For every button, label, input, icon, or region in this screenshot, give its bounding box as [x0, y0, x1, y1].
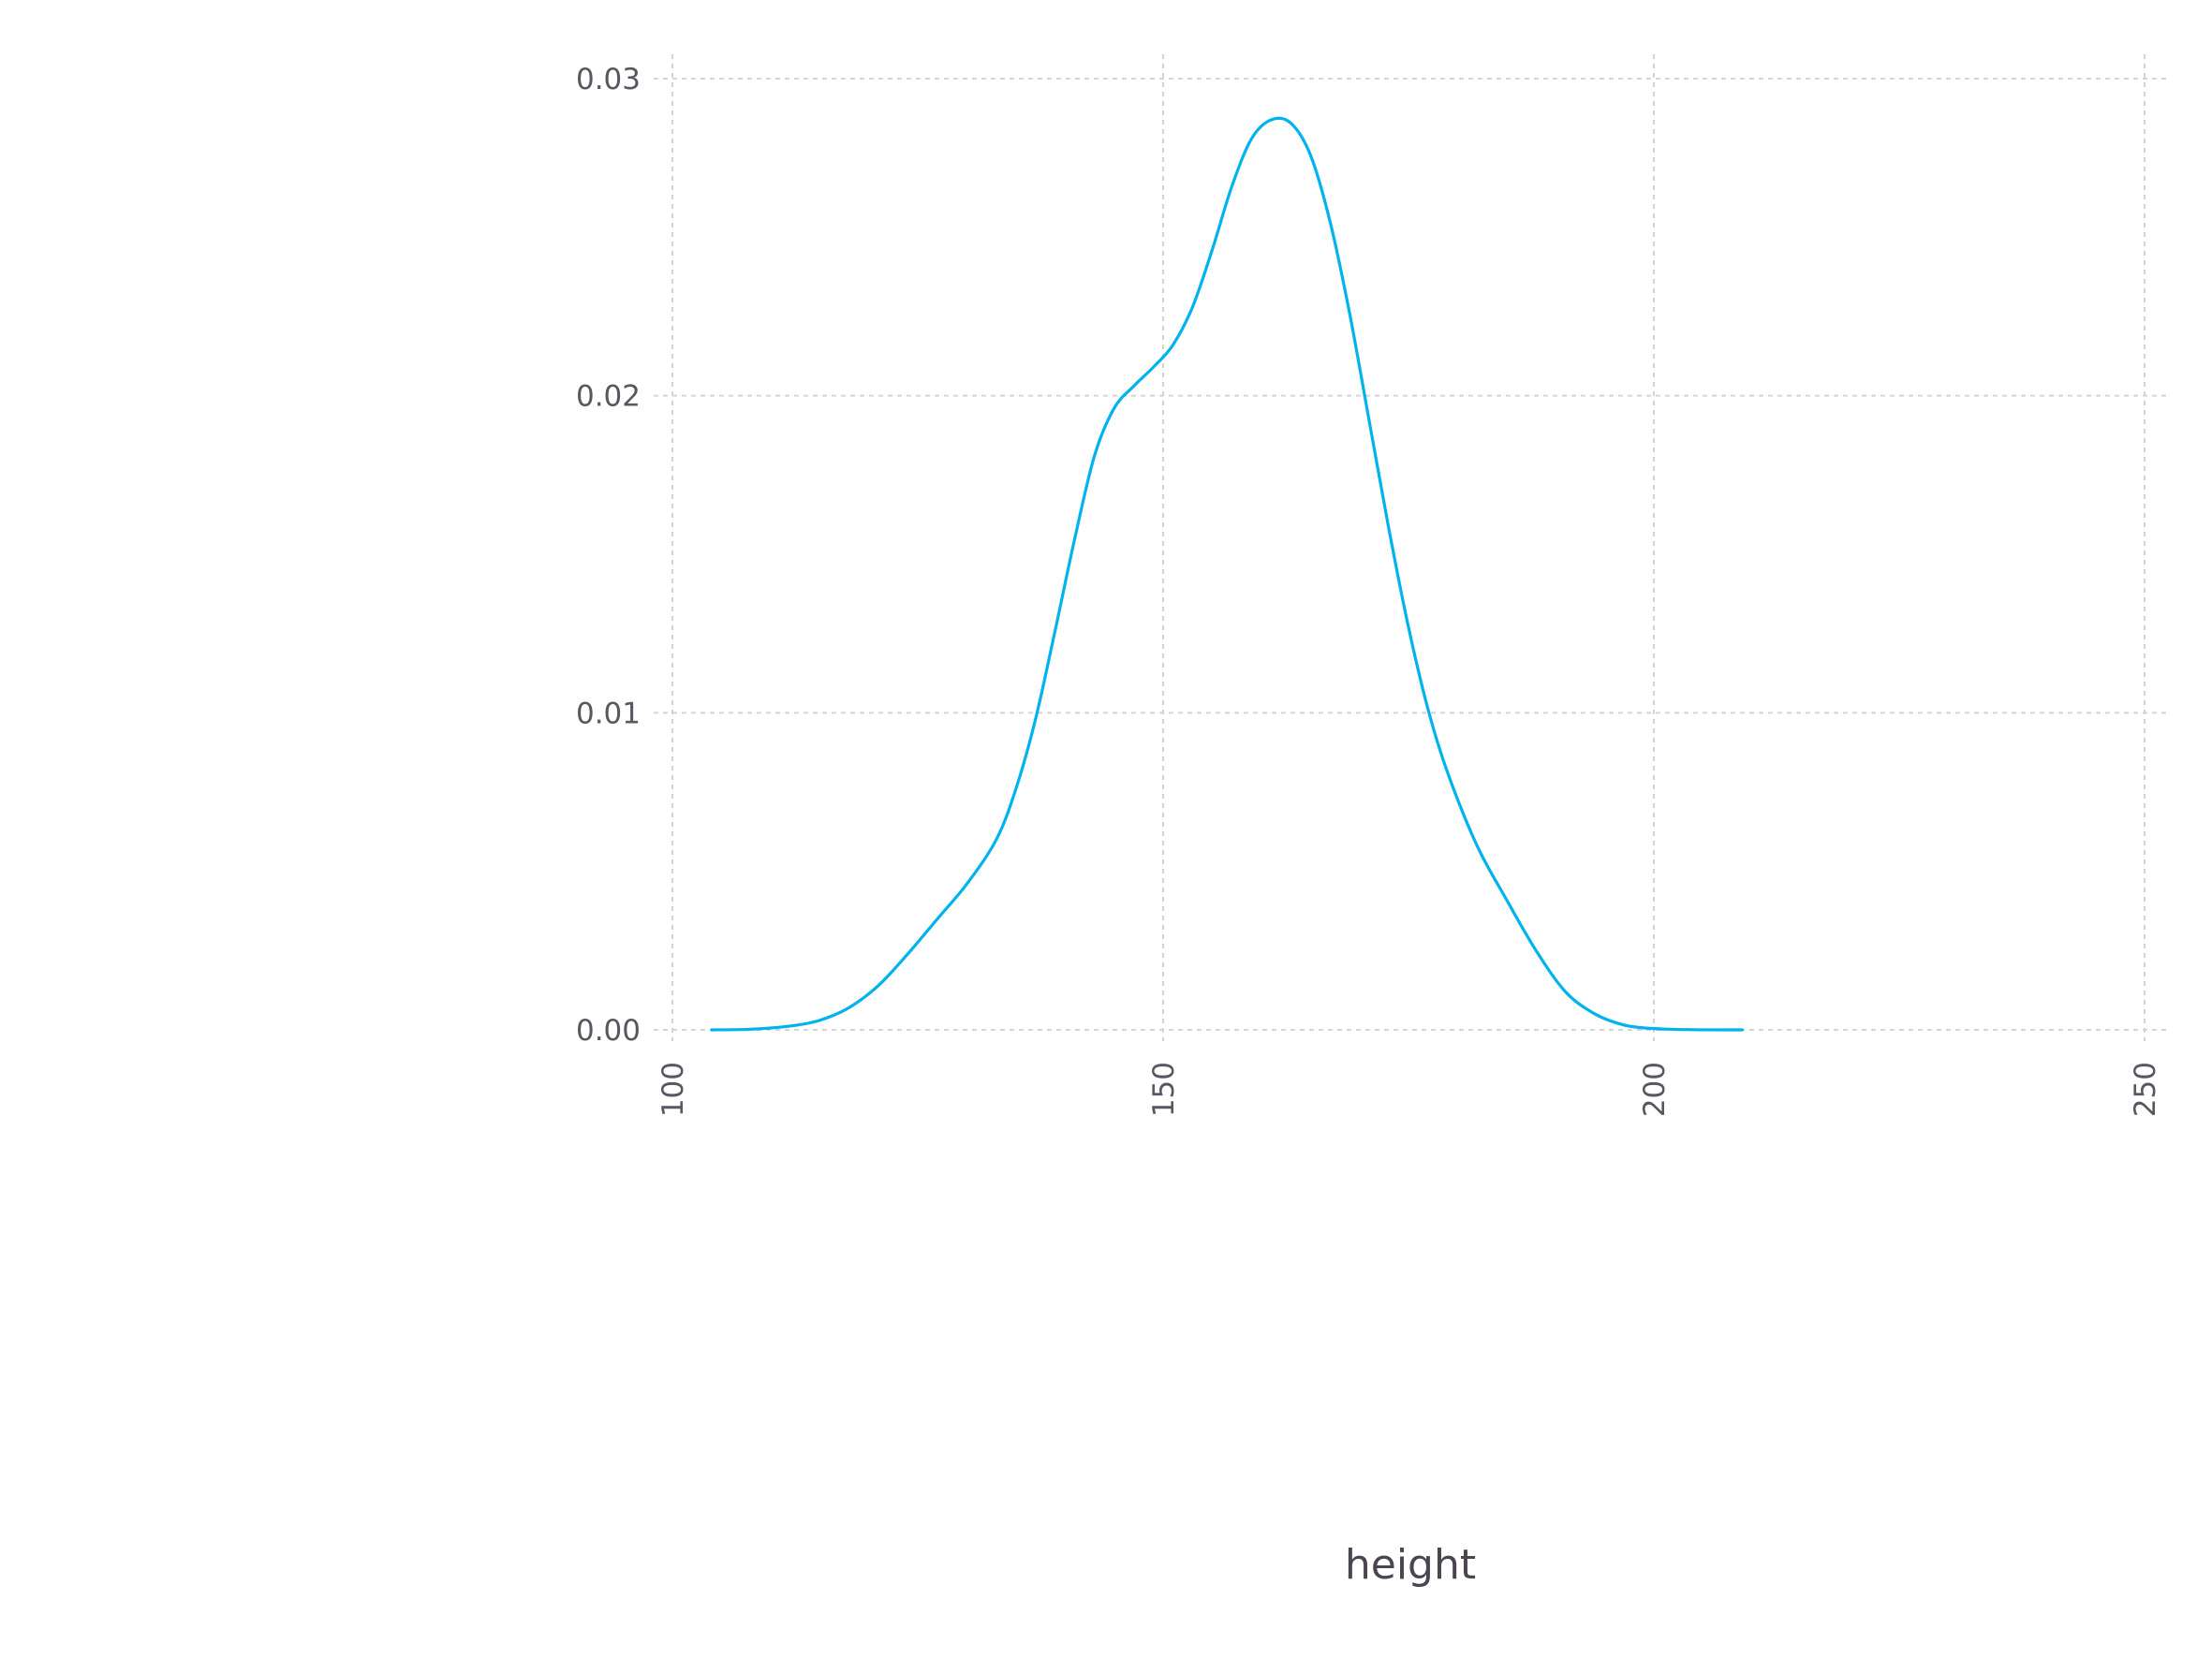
y-tick-labels: 0.00 0.01 0.02 0.03	[576, 63, 641, 1048]
density-line-0	[710, 116, 1744, 1032]
x-tick-labels: 100 150 200 250	[656, 1062, 2162, 1117]
grid-lines	[654, 54, 2169, 1041]
x-tick-label-3: 250	[2129, 1062, 2162, 1117]
x-axis-title: height	[1345, 1541, 1476, 1589]
y-tick-label-3: 0.03	[576, 63, 641, 96]
x-tick-label-0: 100	[656, 1062, 690, 1117]
y-tick-label-2: 0.02	[576, 380, 641, 414]
series-layer	[710, 116, 1744, 1032]
x-tick-label-2: 200	[1638, 1062, 1672, 1117]
y-tick-label-1: 0.01	[576, 697, 641, 730]
y-tick-label-0: 0.00	[576, 1014, 641, 1048]
x-tick-label-1: 150	[1147, 1062, 1181, 1117]
